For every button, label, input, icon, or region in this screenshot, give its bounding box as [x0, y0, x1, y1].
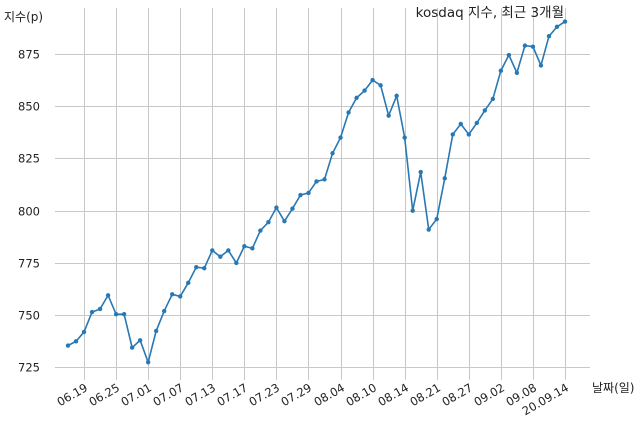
- x-tick-label: 07.13: [182, 380, 218, 409]
- data-point: [554, 24, 560, 30]
- data-point: [466, 132, 472, 137]
- data-point: [450, 132, 455, 137]
- x-tick-label: 07.23: [246, 380, 282, 409]
- data-point: [178, 294, 183, 299]
- y-tick-label: 850: [18, 100, 40, 114]
- data-point: [530, 44, 536, 49]
- data-point: [274, 205, 279, 210]
- data-point: [290, 206, 295, 211]
- data-point: [153, 328, 159, 334]
- data-point: [161, 308, 167, 314]
- data-point: [562, 19, 568, 24]
- data-point: [330, 151, 335, 156]
- data-point: [89, 309, 95, 315]
- y-axis-title: 지수(p): [4, 10, 43, 24]
- x-tick-label: 06.19: [54, 380, 90, 409]
- x-tick-label: 08.27: [439, 380, 475, 409]
- data-point: [145, 360, 151, 365]
- data-point: [282, 218, 287, 224]
- data-point: [97, 306, 103, 312]
- data-point: [129, 345, 135, 350]
- data-point: [121, 311, 127, 317]
- data-point: [386, 113, 391, 118]
- x-axis-tick-labels: 06.1906.2507.0107.0707.1307.1707.2307.29…: [54, 380, 571, 418]
- data-point: [234, 260, 239, 266]
- x-tick-label: 07.07: [150, 380, 186, 409]
- data-point: [73, 339, 79, 344]
- x-tick-label: 06.25: [86, 380, 122, 409]
- data-point: [490, 96, 496, 102]
- data-point: [322, 177, 327, 182]
- series: [65, 19, 568, 365]
- data-point: [498, 68, 504, 73]
- y-axis-tick-labels: 725 750 775 800 825 850 875: [18, 48, 40, 375]
- data-point: [314, 179, 319, 184]
- data-point: [426, 227, 431, 232]
- data-point: [186, 280, 191, 286]
- data-point: [474, 120, 480, 126]
- data-point: [410, 208, 415, 213]
- data-point: [65, 343, 71, 348]
- y-tick-label: 825: [18, 152, 40, 166]
- data-point: [298, 192, 303, 198]
- x-tick-label: 08.14: [375, 380, 411, 409]
- data-point: [370, 77, 375, 83]
- x-tick-label: 07.17: [214, 380, 250, 409]
- data-point: [458, 121, 463, 127]
- x-tick-label: 07.01: [118, 380, 154, 409]
- series-line: [67, 20, 566, 365]
- data-point: [266, 220, 271, 225]
- data-point: [506, 52, 512, 58]
- data-point: [434, 216, 439, 222]
- data-point: [522, 43, 528, 48]
- y-tick-label: 750: [18, 309, 40, 323]
- data-point: [218, 254, 223, 259]
- data-point: [354, 95, 359, 101]
- data-point: [202, 265, 207, 271]
- data-point: [338, 135, 343, 140]
- data-point: [538, 63, 544, 68]
- y-tick-label: 800: [18, 205, 40, 219]
- x-axis-title: 날짜(일): [592, 381, 634, 395]
- y-tick-label: 875: [18, 48, 40, 62]
- data-point: [210, 248, 215, 253]
- data-point: [346, 110, 351, 115]
- data-point: [105, 293, 111, 298]
- data-point: [194, 264, 199, 270]
- x-tick-label: 07.29: [278, 380, 314, 409]
- data-point: [418, 169, 423, 175]
- x-tick-label: 08.04: [311, 380, 347, 409]
- data-point: [546, 34, 552, 39]
- y-tick-label: 775: [18, 257, 40, 271]
- data-point: [250, 246, 255, 251]
- data-point: [137, 338, 143, 343]
- data-point: [81, 329, 87, 335]
- data-point: [514, 70, 520, 75]
- x-tick-label: 09.02: [471, 380, 507, 409]
- data-point: [378, 83, 383, 88]
- data-point: [482, 108, 488, 113]
- data-point: [242, 244, 247, 249]
- data-point: [402, 135, 407, 140]
- data-point: [170, 292, 175, 297]
- grid: [55, 8, 590, 380]
- data-point: [113, 311, 119, 317]
- x-tick-label: 08.10: [343, 380, 379, 409]
- data-point: [442, 176, 447, 181]
- y-tick-label: 725: [18, 361, 40, 375]
- data-point: [306, 190, 311, 196]
- data-point: [258, 228, 263, 233]
- chart-title: kosdaq 지수, 최근 3개월: [416, 5, 564, 21]
- data-point: [362, 88, 367, 93]
- data-point: [394, 93, 399, 98]
- x-tick-label: 08.21: [407, 380, 443, 409]
- data-point: [226, 248, 231, 253]
